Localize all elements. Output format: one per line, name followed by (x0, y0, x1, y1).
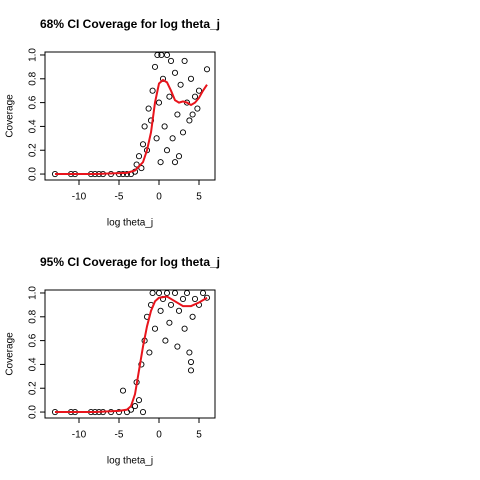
y-tick-label: 0.6 (28, 95, 39, 109)
point (154, 51, 161, 59)
y-axis-label: Coverage (5, 94, 16, 138)
point (171, 289, 179, 297)
x-tick-label: -5 (115, 430, 124, 441)
point (157, 307, 164, 314)
point (123, 170, 131, 178)
y-tick-label: 0.8 (28, 309, 39, 323)
x-axis-label: log theta_j (107, 218, 153, 229)
point (159, 75, 167, 82)
x-tick-label: -10 (72, 430, 87, 441)
point (191, 93, 199, 100)
y-tick-label: 0.6 (28, 333, 39, 347)
point (171, 159, 179, 166)
point (177, 81, 184, 88)
point (163, 147, 171, 154)
point (149, 289, 156, 297)
point (162, 337, 169, 344)
point (119, 387, 127, 394)
point (175, 153, 183, 160)
point (163, 51, 171, 59)
point (133, 161, 140, 168)
point (187, 75, 195, 82)
point (169, 135, 176, 142)
point (166, 93, 173, 100)
point (167, 301, 175, 308)
point (186, 349, 193, 356)
point (191, 295, 199, 302)
y-tick-label: 0.4 (28, 357, 39, 371)
point (179, 129, 187, 136)
point (163, 289, 171, 297)
point (189, 313, 196, 320)
point (174, 111, 181, 118)
x-tick-label: 5 (196, 430, 202, 441)
point (181, 57, 188, 64)
y-axis-label: Coverage (5, 332, 16, 376)
y-tick-label: 0.2 (28, 381, 39, 395)
point (145, 105, 152, 112)
chart-title: 95% CI Coverage for log theta_j (40, 255, 220, 269)
point (155, 289, 163, 297)
point (166, 319, 173, 326)
smooth-line (55, 78, 208, 176)
point (187, 358, 195, 366)
point (115, 408, 123, 416)
smooth-line (55, 295, 208, 414)
plot-box (44, 51, 216, 181)
chart-title: 68% CI Coverage for log theta_j (40, 17, 220, 31)
point (157, 159, 164, 166)
point (189, 111, 196, 118)
point (179, 295, 187, 302)
x-tick-label: 0 (156, 430, 162, 441)
point (151, 63, 159, 70)
point (138, 165, 145, 172)
point (175, 307, 183, 314)
y-tick-label: 1.0 (28, 286, 39, 300)
point (151, 325, 159, 332)
point (187, 367, 195, 374)
point (183, 289, 191, 297)
x-tick-label: 0 (156, 192, 162, 203)
point (139, 141, 147, 148)
point (146, 349, 153, 356)
y-tick-label: 0.2 (28, 143, 39, 157)
y-tick-label: 0.0 (28, 405, 39, 419)
point (195, 87, 203, 94)
x-axis-label: log theta_j (107, 456, 153, 467)
x-tick-label: -5 (115, 192, 124, 203)
point (186, 117, 193, 124)
plot-box (44, 289, 216, 419)
x-tick-label: -10 (72, 192, 87, 203)
point (199, 289, 207, 297)
point (135, 397, 143, 404)
point (167, 57, 175, 64)
point (141, 123, 148, 130)
point (174, 343, 181, 350)
y-tick-label: 0.8 (28, 71, 39, 85)
point (161, 123, 168, 130)
point (181, 325, 188, 332)
point (194, 105, 201, 112)
point (171, 69, 179, 76)
point (139, 408, 147, 416)
point (131, 403, 139, 410)
point (203, 294, 211, 301)
point (203, 66, 211, 73)
point (153, 135, 160, 142)
point (149, 87, 156, 94)
point (135, 153, 143, 160)
point (155, 99, 163, 106)
y-tick-label: 0.4 (28, 119, 39, 133)
y-tick-label: 0.0 (28, 167, 39, 181)
x-tick-label: 5 (196, 192, 202, 203)
y-tick-label: 1.0 (28, 48, 39, 62)
